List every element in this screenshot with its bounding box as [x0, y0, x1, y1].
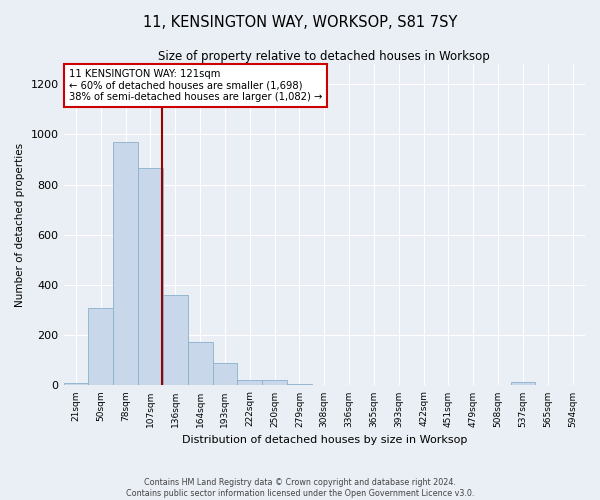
Bar — [88, 308, 113, 386]
Text: 11 KENSINGTON WAY: 121sqm
← 60% of detached houses are smaller (1,698)
38% of se: 11 KENSINGTON WAY: 121sqm ← 60% of detac… — [69, 69, 322, 102]
X-axis label: Distribution of detached houses by size in Worksop: Distribution of detached houses by size … — [182, 435, 467, 445]
Y-axis label: Number of detached properties: Number of detached properties — [15, 142, 25, 307]
Bar — [262, 380, 287, 386]
Title: Size of property relative to detached houses in Worksop: Size of property relative to detached ho… — [158, 50, 490, 63]
Bar — [113, 142, 138, 386]
Bar — [163, 295, 188, 386]
Bar — [287, 384, 312, 386]
Bar — [511, 382, 535, 386]
Bar — [188, 342, 212, 386]
Text: Contains HM Land Registry data © Crown copyright and database right 2024.
Contai: Contains HM Land Registry data © Crown c… — [126, 478, 474, 498]
Text: 11, KENSINGTON WAY, WORKSOP, S81 7SY: 11, KENSINGTON WAY, WORKSOP, S81 7SY — [143, 15, 457, 30]
Bar — [238, 380, 262, 386]
Bar — [138, 168, 163, 386]
Bar — [64, 383, 88, 386]
Bar — [212, 363, 238, 386]
